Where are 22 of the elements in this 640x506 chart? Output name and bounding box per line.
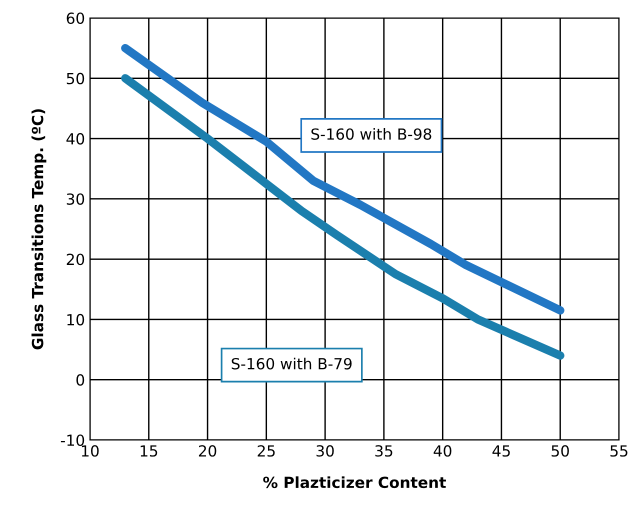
y-tick-label: 0 [76,374,84,386]
x-tick-label: 50 [552,445,569,457]
y-tick-label: 10 [67,314,84,326]
x-tick-label: 55 [610,445,628,457]
x-tick-label: 25 [258,445,275,457]
x-tick-label: 40 [434,445,452,457]
x-axis-title: % Plazticizer Content [263,476,446,488]
y-tick-label: 20 [66,254,84,266]
x-tick-label: 35 [375,445,392,457]
x-tick-label: 20 [198,445,216,457]
x-tick-label: 45 [492,445,510,457]
y-tick-label: 50 [66,72,84,84]
y-tick-label: 30 [66,193,84,205]
series-label: S-160 with B-98 [311,128,432,140]
x-tick-label: 15 [140,445,158,457]
text: S-160 with B-79 [232,358,352,370]
x-tick-label: 10 [82,445,99,457]
y-tick-label: 40 [66,133,84,145]
y-tick-label: 60 [66,12,84,24]
x-tick-label: 30 [316,445,334,457]
y-tick-label: -10 [60,434,84,446]
y-axis-title: Glass Transitions Temp. (ºC) [32,109,46,350]
